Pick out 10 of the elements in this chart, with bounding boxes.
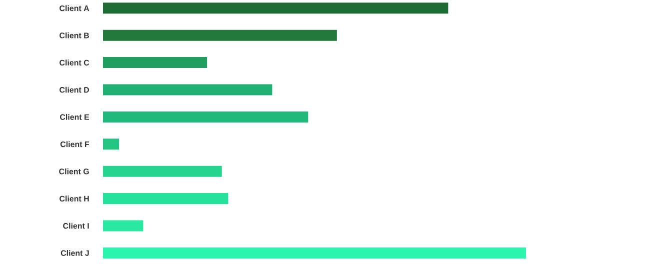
bar — [103, 84, 272, 96]
bar — [103, 247, 526, 258]
bar — [103, 138, 120, 150]
bar — [103, 30, 337, 41]
bar — [103, 193, 228, 204]
bar — [103, 2, 448, 14]
bar — [103, 57, 208, 68]
bar — [103, 220, 144, 232]
bar — [103, 166, 222, 177]
bar — [103, 111, 308, 122]
